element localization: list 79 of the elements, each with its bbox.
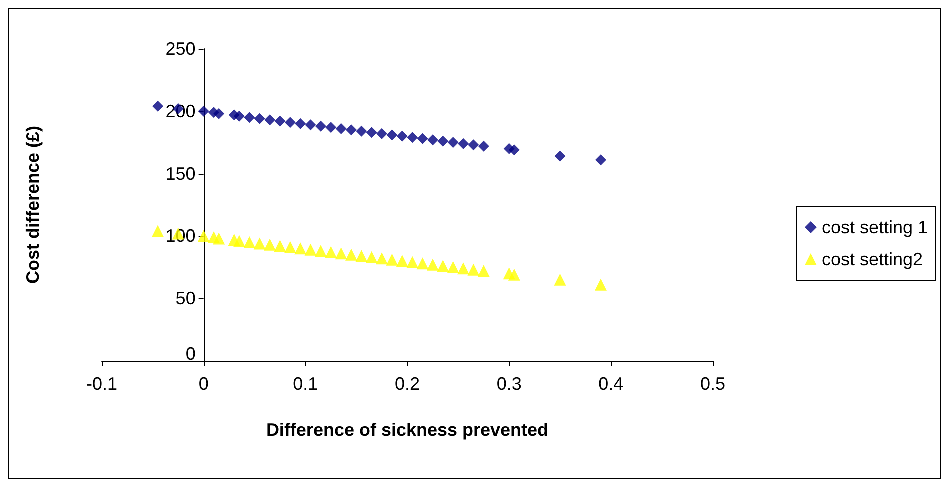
point	[264, 114, 276, 126]
point	[244, 236, 256, 248]
point	[314, 245, 327, 258]
point	[376, 252, 388, 265]
x-tick-label: 0.5	[700, 374, 726, 394]
y-tick-label: 50	[176, 288, 196, 309]
point	[214, 108, 225, 120]
point	[468, 140, 480, 151]
point	[508, 144, 520, 156]
point	[305, 120, 316, 131]
y-tick-label: 0	[186, 344, 196, 364]
point	[376, 128, 388, 140]
point	[198, 106, 210, 117]
point	[366, 127, 378, 138]
point	[386, 130, 398, 141]
point	[366, 251, 378, 264]
point	[234, 110, 245, 122]
point	[335, 248, 348, 260]
point	[458, 262, 470, 275]
point	[426, 258, 439, 271]
point	[406, 256, 419, 268]
point	[295, 118, 306, 130]
point	[407, 132, 418, 144]
point	[416, 258, 429, 270]
point	[274, 240, 286, 252]
point	[284, 117, 296, 128]
point	[478, 140, 490, 152]
point	[233, 235, 246, 248]
x-tick-label: 0.4	[598, 374, 624, 394]
y-tick-label: 100	[166, 226, 196, 246]
x-tick-label: 0.3	[496, 374, 522, 394]
point	[595, 154, 606, 166]
point	[478, 265, 490, 278]
point	[468, 264, 480, 276]
point	[417, 133, 428, 144]
x-tick-label: 0	[198, 374, 209, 394]
legend-label: cost setting 1	[822, 218, 928, 238]
x-axis-title: Difference of sickness prevented	[266, 420, 549, 440]
point	[336, 123, 347, 134]
point	[438, 136, 449, 147]
point	[213, 232, 226, 245]
point	[345, 248, 358, 261]
point	[356, 250, 368, 262]
point	[284, 241, 296, 254]
point	[315, 120, 326, 132]
point	[274, 116, 286, 127]
point	[254, 113, 266, 124]
point	[396, 255, 408, 268]
point	[554, 150, 566, 162]
point	[437, 260, 450, 272]
y-tick-label: 150	[166, 164, 196, 184]
point	[152, 100, 164, 112]
x-tick-label: 0.1	[293, 374, 318, 394]
point	[294, 242, 307, 255]
point	[254, 238, 266, 250]
point	[325, 246, 338, 258]
point	[386, 254, 398, 266]
y-axis-title: Cost difference (£)	[23, 126, 43, 284]
legend-label: cost setting2	[822, 250, 924, 270]
y-tick-label: 200	[166, 101, 196, 122]
point	[448, 137, 459, 148]
point	[304, 244, 317, 256]
y-tick-label: 250	[166, 39, 196, 59]
point	[458, 138, 470, 150]
point	[554, 274, 566, 286]
point	[326, 122, 337, 134]
point	[152, 225, 164, 238]
point	[264, 238, 276, 251]
point	[244, 112, 256, 124]
point	[427, 134, 438, 146]
point	[594, 278, 607, 291]
x-tick-label: -0.1	[86, 374, 118, 394]
point	[508, 268, 520, 281]
point	[447, 261, 460, 274]
point	[396, 130, 408, 142]
point	[356, 126, 368, 137]
point	[346, 124, 357, 136]
x-tick-label: 0.2	[394, 374, 420, 394]
point	[198, 230, 210, 242]
